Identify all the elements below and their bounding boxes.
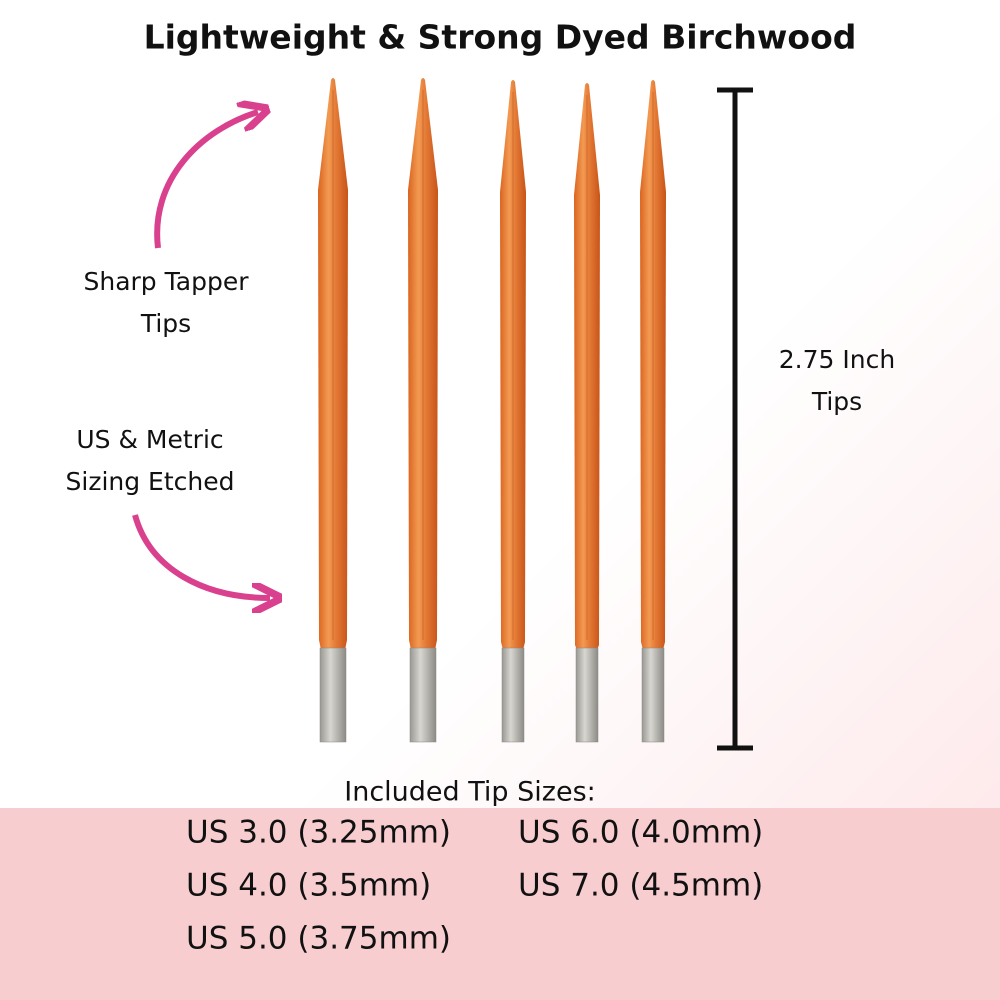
callout-line: Sizing Etched: [66, 467, 235, 496]
needle: [500, 80, 526, 743]
size-item: US 6.0 (4.0mm): [518, 815, 763, 851]
needle-ferrule: [575, 647, 599, 743]
needle: [408, 78, 438, 743]
callout-line: US & Metric: [76, 425, 223, 454]
needle-ferrule: [409, 647, 437, 743]
needle-ferrule: [501, 647, 525, 743]
callout-line: Sharp Tapper: [84, 267, 250, 296]
title: Lightweight & Strong Dyed Birchwood: [144, 18, 857, 57]
callout-line: Tips: [811, 387, 862, 416]
size-item: US 7.0 (4.5mm): [518, 868, 763, 904]
length-bar: [717, 87, 753, 751]
needles: [318, 78, 666, 743]
size-list: US 3.0 (3.25mm) US 4.0 (3.5mm) US 5.0 (3.7…: [186, 815, 763, 957]
arrow-sizing: [132, 514, 270, 598]
size-item: US 3.0 (3.25mm): [186, 815, 451, 851]
arrow-tips: [154, 112, 258, 249]
callout-line: 2.75 Inch: [779, 345, 895, 374]
sizes-heading: Included Tip Sizes:: [344, 777, 595, 808]
callout-line: Tips: [140, 309, 191, 338]
size-item: US 5.0 (3.75mm): [186, 921, 451, 957]
needle-ferrule: [641, 647, 665, 743]
needle: [318, 78, 348, 743]
size-item: US 4.0 (3.5mm): [186, 868, 431, 904]
needle: [640, 80, 666, 743]
needle-ferrule: [319, 647, 347, 743]
sizes-band: [0, 808, 1000, 1000]
needle: [574, 83, 600, 743]
